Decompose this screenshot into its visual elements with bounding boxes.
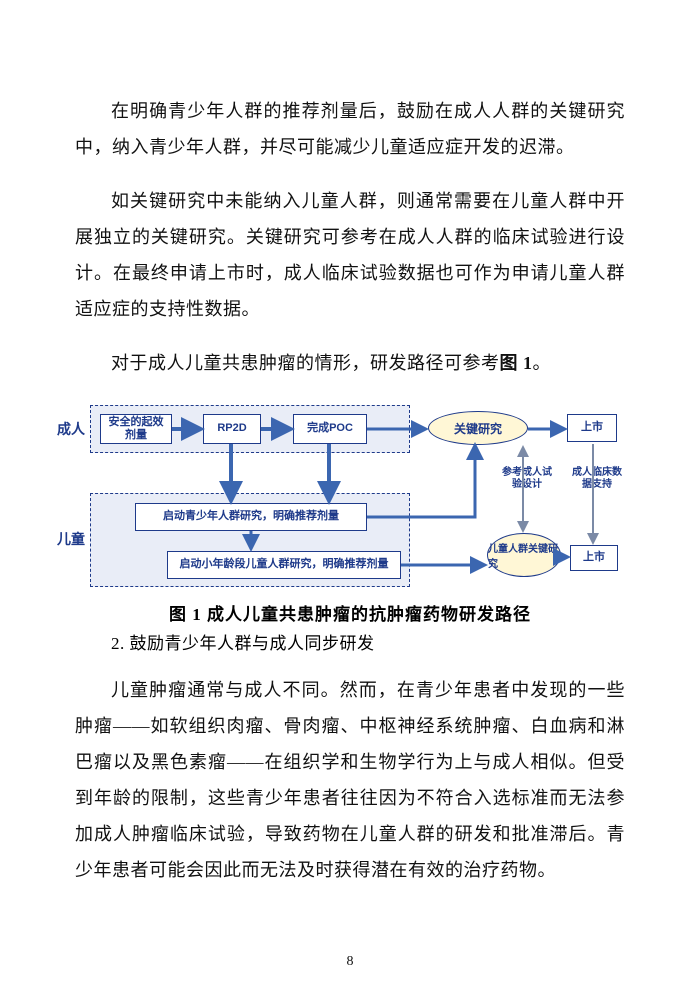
page-number: 8	[0, 954, 700, 970]
figure-1-caption: 图 1 成人儿童共患肿瘤的抗肿瘤药物研发路径	[75, 600, 625, 625]
figure-1-diagram: 成人 安全的起效剂量 RP2D 完成POC 关键研究 上市 儿童 启动青少年人群…	[75, 399, 635, 594]
p3-text-a: 对于成人儿童共患肿瘤的情形，研发路径可参考	[111, 353, 500, 373]
p3-figure-ref: 图 1	[500, 353, 533, 373]
subheading-2: 2. 鼓励青少年人群与成人同步研发	[111, 629, 625, 654]
diagram-arrows	[75, 399, 635, 594]
p3-text-c: 。	[533, 353, 552, 373]
paragraph-1: 在明确青少年人群的推荐剂量后，鼓励在成人人群的关键研究中，纳入青少年人群，并尽可…	[75, 93, 625, 165]
paragraph-2: 如关键研究中未能纳入儿童人群，则通常需要在儿童人群中开展独立的关键研究。关键研究…	[75, 183, 625, 327]
paragraph-3: 对于成人儿童共患肿瘤的情形，研发路径可参考图 1。	[75, 345, 625, 381]
paragraph-4: 儿童肿瘤通常与成人不同。然而，在青少年患者中发现的一些肿瘤——如软组织肉瘤、骨肉…	[75, 672, 625, 888]
page: 在明确青少年人群的推荐剂量后，鼓励在成人人群的关键研究中，纳入青少年人群，并尽可…	[0, 0, 700, 990]
